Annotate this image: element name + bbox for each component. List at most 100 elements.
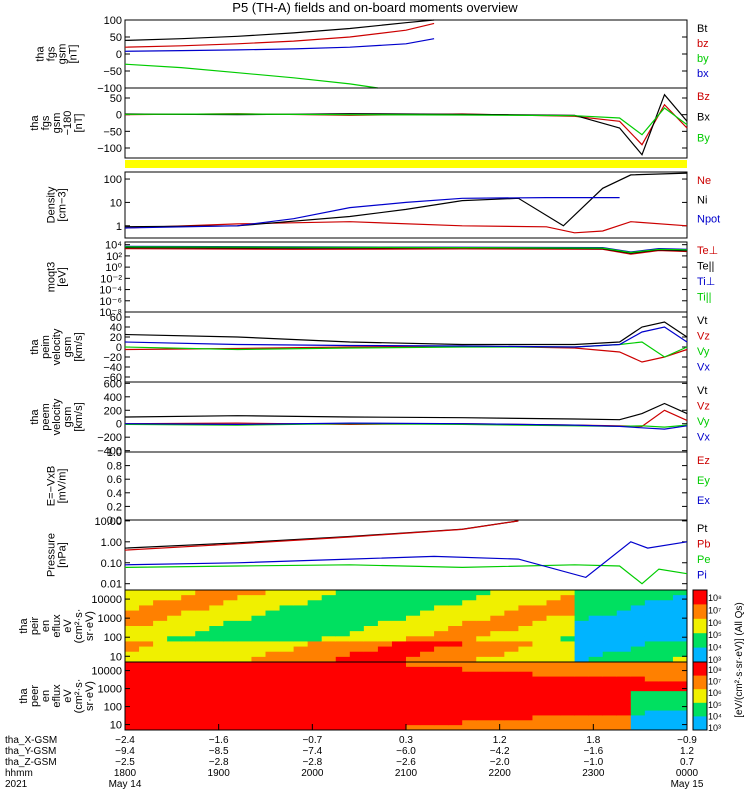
heatmap-cell: [546, 720, 562, 726]
heatmap-cell: [223, 646, 238, 653]
heatmap-cell: [377, 651, 393, 658]
heatmap-cell: [406, 641, 421, 648]
heatmap-cell: [462, 720, 477, 726]
colorbar-cell: [693, 719, 707, 724]
heatmap-cell: [349, 595, 365, 601]
heatmap-cell: [251, 600, 266, 606]
heatmap-cell: [251, 662, 266, 668]
heatmap-cell: [321, 681, 337, 687]
x-tick-label: 1900: [208, 768, 231, 779]
heatmap-cell: [644, 662, 660, 668]
heatmap-cell: [377, 641, 393, 648]
heatmap-cell: [251, 636, 266, 642]
heatmap-cell: [307, 720, 323, 726]
heatmap-cell: [125, 691, 140, 697]
series-line: [124, 103, 688, 146]
heatmap-cell: [237, 696, 252, 702]
heatmap-cell: [588, 620, 604, 627]
series-line: [124, 22, 435, 48]
heatmap-cell: [391, 686, 407, 692]
heatmap-cell: [279, 686, 295, 692]
heatmap-cell: [588, 641, 604, 648]
heatmap-cell: [448, 631, 463, 637]
x-tick-label: 1800: [114, 768, 137, 779]
legend-entry: by: [697, 53, 709, 65]
heatmap-cell: [125, 666, 140, 673]
heatmap-cell: [560, 705, 576, 712]
heatmap-cell: [265, 646, 281, 653]
heatmap-cell: [518, 705, 533, 712]
heatmap-cell: [630, 705, 646, 712]
heatmap-cell: [265, 705, 281, 712]
heatmap-cell: [307, 636, 323, 642]
heatmap-cell: [546, 710, 562, 716]
heatmap-cell: [265, 631, 281, 637]
colorbar-cell: [693, 665, 707, 670]
y-axis-title: [eV]: [57, 267, 69, 287]
heatmap-cell: [630, 615, 646, 622]
heatmap-cell: [644, 696, 660, 702]
heatmap-cell: [644, 656, 660, 663]
heatmap-cell: [518, 615, 533, 622]
legend-entry: Ex: [697, 495, 710, 507]
panel-frame: [124, 519, 688, 591]
heatmap-cell: [349, 641, 365, 648]
heatmap-cell: [363, 615, 379, 622]
heatmap-cell: [420, 605, 435, 612]
heatmap-cell: [391, 662, 407, 668]
heatmap-cell: [391, 600, 407, 606]
heatmap-cell: [602, 620, 618, 627]
heatmap-cell: [602, 615, 618, 622]
heatmap-cell: [279, 705, 295, 712]
colorbar-cell: [693, 662, 707, 666]
heatmap-cell: [448, 700, 463, 707]
y-tick-label: 1000: [98, 613, 122, 625]
heatmap-cell: [391, 610, 407, 617]
heatmap-cell: [195, 626, 210, 632]
legend-entry: Vx: [697, 362, 710, 374]
heatmap-cell: [546, 691, 562, 697]
heatmap-cell: [125, 605, 140, 612]
heatmap-cell: [518, 651, 533, 658]
heatmap-cell: [209, 700, 224, 707]
heatmap-cell: [293, 725, 309, 731]
heatmap-cell: [518, 720, 533, 726]
heatmap-cell: [476, 610, 491, 617]
heatmap-cell: [574, 641, 590, 648]
heatmap-cell: [349, 615, 365, 622]
heatmap-cell: [476, 681, 491, 687]
heatmap-cell: [125, 681, 140, 687]
heatmap-cell: [448, 605, 463, 612]
y-tick-label: 1.00: [101, 537, 122, 549]
heatmap-cell: [560, 715, 576, 721]
heatmap-cell: [363, 705, 379, 712]
legend-entry: Vy: [697, 346, 710, 358]
heatmap-cell: [153, 595, 168, 601]
heatmap-cell: [363, 676, 379, 682]
heatmap-cell: [209, 710, 224, 716]
heatmap-cell: [223, 600, 238, 606]
heatmap-cell: [574, 725, 590, 731]
heatmap-cell: [363, 646, 379, 653]
heatmap-cell: [293, 595, 309, 601]
heatmap-cell: [139, 671, 154, 678]
heatmap-cell: [321, 696, 337, 702]
heatmap-cell: [588, 605, 604, 612]
heatmap-cell: [279, 610, 295, 617]
heatmap-cell: [518, 666, 533, 673]
heatmap-cell: [518, 656, 533, 663]
heatmap-cell: [658, 610, 674, 617]
heatmap-cell: [616, 605, 632, 612]
heatmap-cell: [265, 700, 281, 707]
heatmap-cell: [546, 641, 562, 648]
heatmap-cell: [504, 705, 519, 712]
heatmap-cell: [434, 600, 449, 606]
y-tick-label: 100: [104, 15, 122, 27]
heatmap-cell: [237, 710, 252, 716]
heatmap-cell: [462, 676, 477, 682]
legend-entry: Vy: [697, 416, 710, 428]
colorbar-tick-label: 10⁵: [708, 700, 722, 710]
heatmap-cell: [223, 681, 238, 687]
heatmap-cell: [293, 720, 309, 726]
heatmap-cell: [420, 610, 435, 617]
